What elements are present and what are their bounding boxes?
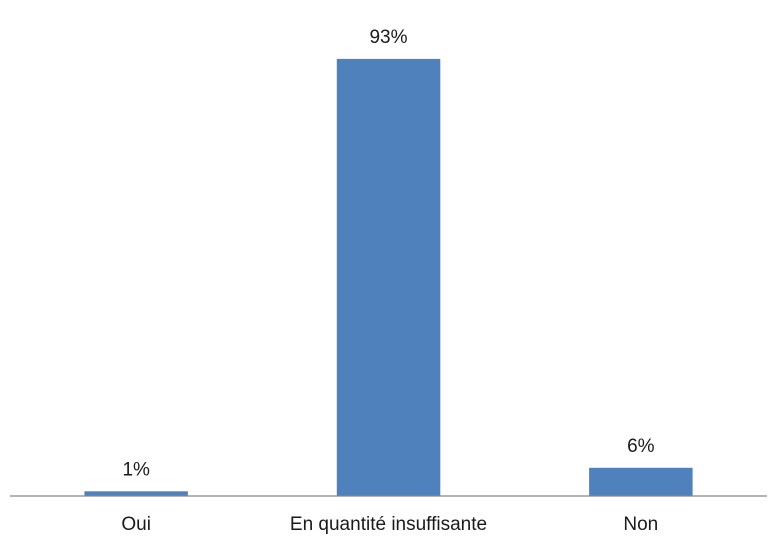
x-tick-label-1: Oui [121, 514, 151, 535]
x-tick-label-2: En quantité insuffisante [290, 514, 487, 535]
bars-group [84, 58, 693, 497]
tick-labels-group: Oui En quantité insuffisante Non [121, 514, 658, 535]
data-label-3: 6% [627, 436, 655, 457]
data-label-2: 93% [369, 27, 407, 48]
bar-1 [84, 491, 188, 496]
bar-3 [589, 467, 693, 496]
data-label-1: 1% [122, 459, 150, 480]
data-labels-group: 1% 93% 6% [122, 27, 654, 480]
bar-2 [336, 58, 441, 497]
x-tick-label-3: Non [623, 514, 658, 535]
